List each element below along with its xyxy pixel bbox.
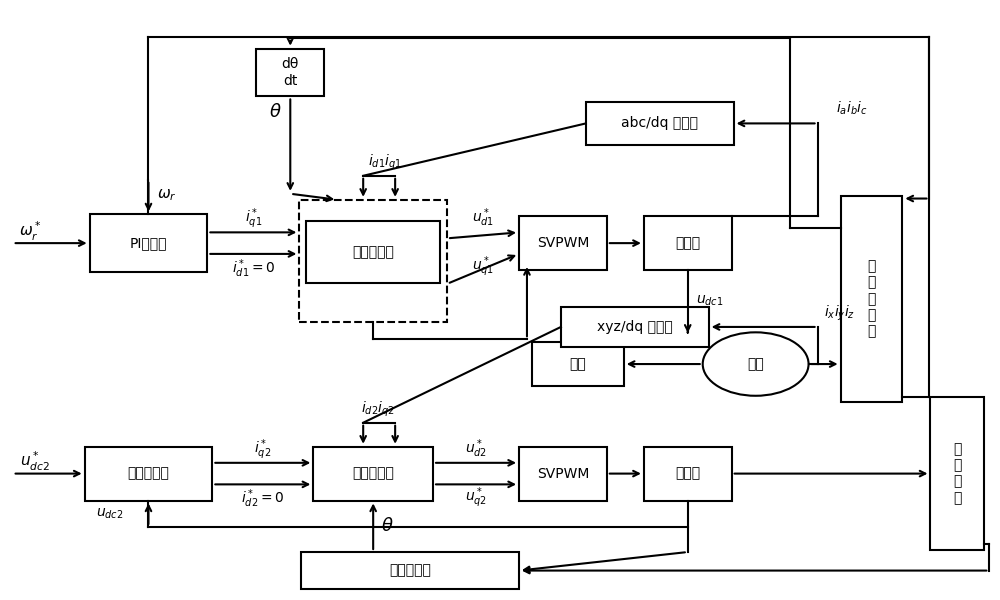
Text: 供
电
对
象: 供 电 对 象 xyxy=(953,442,962,505)
Text: dθ
dt: dθ dt xyxy=(282,58,299,88)
Text: $\omega_r$: $\omega_r$ xyxy=(157,187,176,203)
Text: 预测控制器: 预测控制器 xyxy=(352,245,394,259)
FancyBboxPatch shape xyxy=(644,216,732,270)
FancyBboxPatch shape xyxy=(519,446,607,500)
Text: 逃变器: 逃变器 xyxy=(675,236,700,250)
FancyBboxPatch shape xyxy=(313,446,433,500)
Text: $u_{d2}^*$: $u_{d2}^*$ xyxy=(465,437,487,460)
FancyBboxPatch shape xyxy=(301,552,519,589)
Text: xyz/dq 变换器: xyz/dq 变换器 xyxy=(597,320,673,334)
Text: $i_{d1}i_{q1}$: $i_{d1}i_{q1}$ xyxy=(368,153,402,172)
FancyBboxPatch shape xyxy=(561,307,709,347)
Text: $i_{d2}^*=0$: $i_{d2}^*=0$ xyxy=(241,487,285,510)
Text: 电机: 电机 xyxy=(747,357,764,371)
FancyBboxPatch shape xyxy=(299,200,447,322)
Text: $\omega_r^*$: $\omega_r^*$ xyxy=(19,220,42,243)
Text: $u_{q1}^*$: $u_{q1}^*$ xyxy=(472,255,494,280)
Text: SVPWM: SVPWM xyxy=(537,467,589,481)
Text: $u_{d1}^*$: $u_{d1}^*$ xyxy=(472,206,494,229)
Text: $u_{dc2}^*$: $u_{dc2}^*$ xyxy=(20,450,50,473)
FancyBboxPatch shape xyxy=(519,216,607,270)
FancyBboxPatch shape xyxy=(644,446,732,500)
FancyBboxPatch shape xyxy=(586,102,734,145)
Text: $u_{dc2}$: $u_{dc2}$ xyxy=(96,506,124,521)
Text: 位
置
检
测
器: 位 置 检 测 器 xyxy=(867,259,876,338)
FancyBboxPatch shape xyxy=(85,446,212,500)
FancyBboxPatch shape xyxy=(306,221,440,283)
Text: SVPWM: SVPWM xyxy=(537,236,589,250)
Text: $u_{dc1}$: $u_{dc1}$ xyxy=(696,294,723,308)
FancyBboxPatch shape xyxy=(532,341,624,386)
Text: $i_{d2}i_{q2}$: $i_{d2}i_{q2}$ xyxy=(361,400,395,419)
Text: 负载: 负载 xyxy=(570,357,586,371)
FancyBboxPatch shape xyxy=(90,214,207,272)
Text: 预测控制器: 预测控制器 xyxy=(352,254,394,268)
Circle shape xyxy=(703,332,809,396)
Text: $i_{d1}^*=0$: $i_{d1}^*=0$ xyxy=(232,257,275,280)
Text: $\theta$: $\theta$ xyxy=(381,517,393,535)
Text: $i_a i_b i_c$: $i_a i_b i_c$ xyxy=(836,100,867,117)
Text: $i_x i_y i_z$: $i_x i_y i_z$ xyxy=(824,304,855,323)
Text: $i_{q1}^*$: $i_{q1}^*$ xyxy=(245,207,262,232)
Text: 电压调节器: 电压调节器 xyxy=(128,467,169,481)
Text: 电流调节器: 电流调节器 xyxy=(352,467,394,481)
Text: PI控制器: PI控制器 xyxy=(130,236,167,250)
Text: 电压检测器: 电压检测器 xyxy=(389,563,431,578)
FancyBboxPatch shape xyxy=(841,196,902,402)
FancyBboxPatch shape xyxy=(930,397,984,550)
Text: $i_{q2}^*$: $i_{q2}^*$ xyxy=(254,437,271,462)
Text: 变换器: 变换器 xyxy=(675,467,700,481)
FancyBboxPatch shape xyxy=(256,49,324,97)
Text: abc/dq 变换器: abc/dq 变换器 xyxy=(621,116,698,130)
Text: $\theta$: $\theta$ xyxy=(269,103,282,121)
Text: $u_{q2}^*$: $u_{q2}^*$ xyxy=(465,485,487,510)
